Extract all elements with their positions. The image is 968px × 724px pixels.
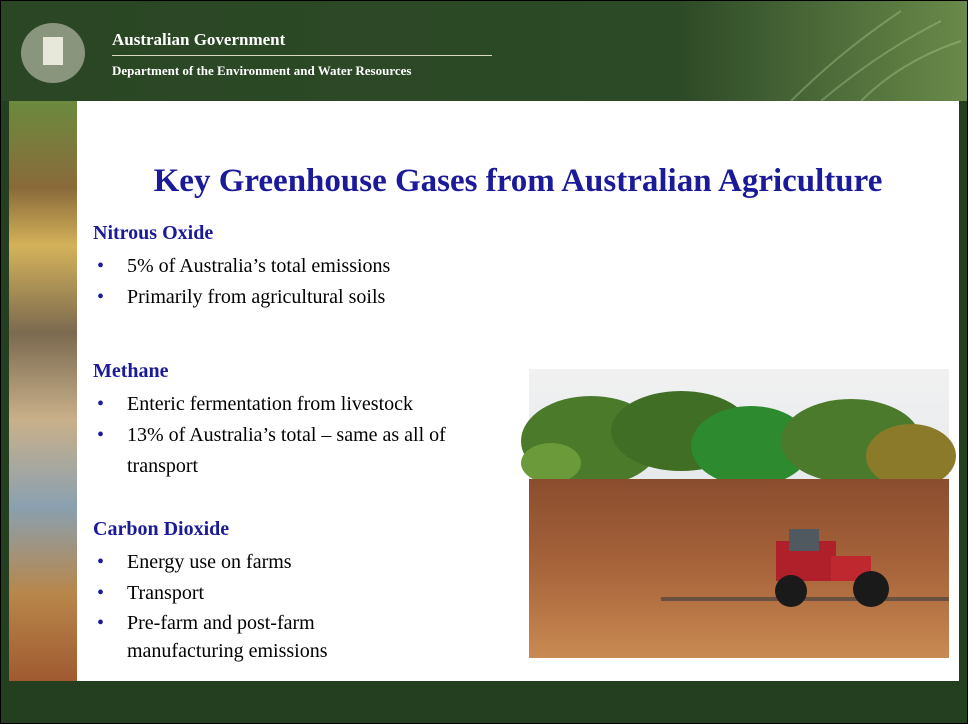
bullet: 5% of Australia’s total emissions xyxy=(93,251,513,282)
fern xyxy=(790,10,962,102)
bullet-list: Enteric fermentation from livestock 13% … xyxy=(93,389,479,482)
header-band xyxy=(1,1,967,101)
bullet-list: 5% of Australia’s total emissions Primar… xyxy=(93,251,513,313)
section: Carbon Dioxide Energy use on farms Trans… xyxy=(93,515,393,665)
section-heading: Carbon Dioxide xyxy=(93,518,230,540)
section: Methane Enteric fermentation from livest… xyxy=(93,357,479,482)
section-heading: Nitrous Oxide xyxy=(93,222,214,244)
tractor-photo xyxy=(521,369,956,658)
section-heading: Methane xyxy=(93,360,169,382)
organisation: Australian Government xyxy=(112,30,286,49)
slide-title: Key Greenhouse Gases from Australian Agr… xyxy=(153,163,883,199)
bullet: Enteric fermentation from livestock xyxy=(93,389,479,420)
footer-band xyxy=(1,681,967,723)
bullet: Energy use on farms xyxy=(93,547,393,578)
section: Nitrous Oxide 5% of Australia’s total em… xyxy=(93,219,513,313)
header-rule xyxy=(112,55,492,56)
department: Department of the Environment and Water … xyxy=(112,63,412,78)
bullet-list: Energy use on farms Transport Pre-farm a… xyxy=(93,547,393,665)
coat-of-arms xyxy=(21,23,85,83)
photo-strip xyxy=(9,101,77,681)
bullet: Transport xyxy=(93,578,393,609)
bullet: Pre-farm and post-farm manufacturing emi… xyxy=(93,609,393,665)
bullet: Primarily from agricultural soils xyxy=(93,282,513,313)
bullet: 13% of Australia’s total – same as all o… xyxy=(93,420,479,482)
